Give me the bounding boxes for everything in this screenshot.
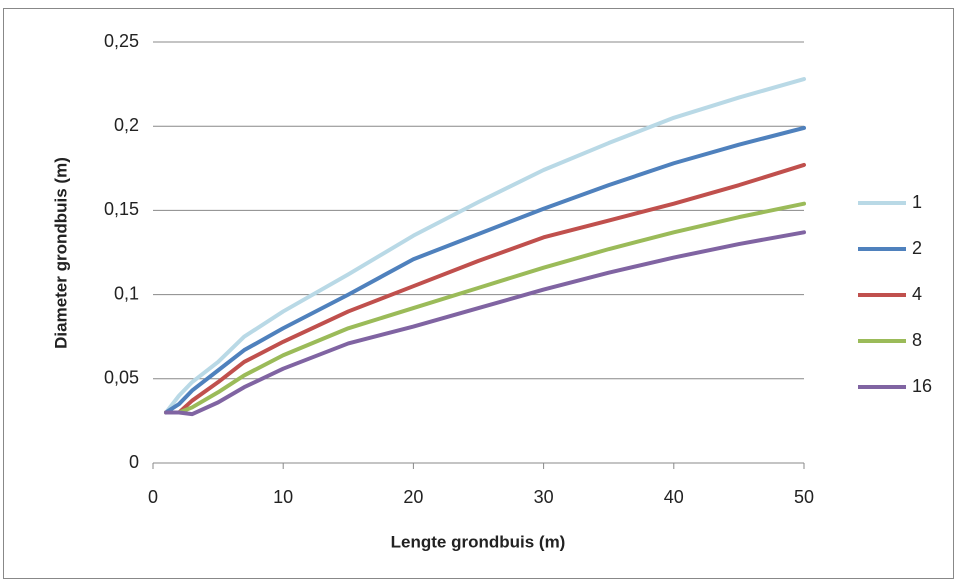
series-line (164, 77, 806, 415)
legend-label: 2 (912, 238, 922, 258)
x-axis-title: Lengte grondbuis (m) (391, 532, 566, 551)
y-tick-label: 0,1 (114, 283, 139, 303)
series-line (164, 125, 806, 415)
legend-label: 8 (912, 330, 922, 350)
y-tick-label: 0,25 (104, 31, 139, 51)
x-tick-label: 10 (273, 487, 293, 507)
series-line (164, 201, 806, 415)
y-tick-label: 0,2 (114, 115, 139, 135)
x-tick-label: 0 (148, 487, 158, 507)
legend-label: 16 (912, 376, 932, 396)
x-tick-label: 20 (403, 487, 423, 507)
x-tick-label: 50 (794, 487, 814, 507)
y-tick-label: 0 (129, 452, 139, 472)
legend-label: 1 (912, 192, 922, 212)
y-tick-label: 0,05 (104, 368, 139, 388)
legend-label: 4 (912, 284, 922, 304)
y-tick-label: 0,15 (104, 199, 139, 219)
y-axis-title: Diameter grondbuis (m) (51, 157, 70, 349)
x-tick-label: 40 (664, 487, 684, 507)
x-tick-label: 30 (534, 487, 554, 507)
series-line (164, 162, 806, 415)
series-line (164, 230, 806, 417)
chart-border (3, 8, 954, 579)
